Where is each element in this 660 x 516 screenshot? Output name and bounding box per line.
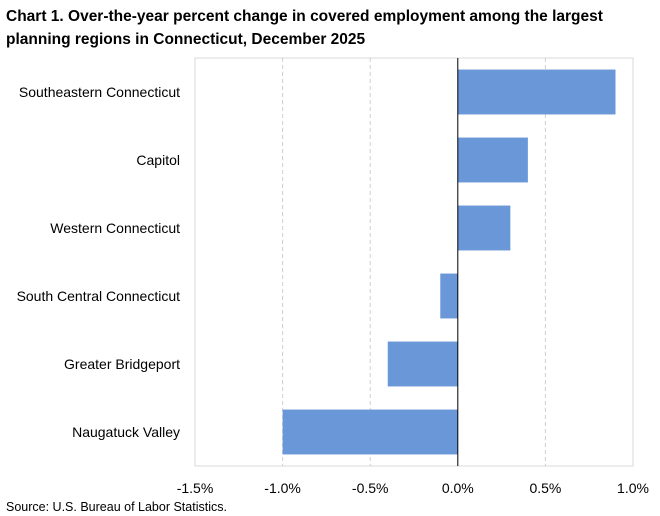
bars — [282, 69, 616, 455]
bar-western-connecticut — [457, 205, 511, 251]
category-label: Southeastern Connecticut — [19, 84, 180, 100]
bar-greater-bridgeport — [387, 341, 458, 387]
source-note: Source: U.S. Bureau of Labor Statistics. — [6, 500, 227, 514]
x-tick-label: 1.0% — [617, 480, 649, 496]
bar-capitol — [457, 137, 528, 183]
bar-south-central-connecticut — [440, 273, 458, 319]
x-tick-label: -1.0% — [264, 480, 301, 496]
category-label: Naugatuck Valley — [72, 424, 180, 440]
x-tick-label: 0.0% — [442, 480, 474, 496]
category-label: Greater Bridgeport — [64, 356, 180, 372]
x-tick-label: -1.5% — [177, 480, 214, 496]
category-label: South Central Connecticut — [17, 288, 181, 304]
plot-area-border — [194, 57, 634, 467]
x-tick-labels: -1.5% -1.0% -0.5% 0.0% 0.5% 1.0% — [177, 480, 649, 496]
x-tick-label: -0.5% — [352, 480, 389, 496]
bar-naugatuck-valley — [282, 409, 458, 455]
chart-title: Chart 1. Over-the-year percent change in… — [6, 8, 603, 48]
category-label: Western Connecticut — [50, 220, 180, 236]
category-labels: Southeastern Connecticut Capitol Western C… — [17, 84, 181, 440]
category-label: Capitol — [136, 152, 180, 168]
gridlines — [282, 58, 546, 466]
x-tick-label: 0.5% — [529, 480, 561, 496]
bar-southeastern-connecticut — [457, 69, 616, 115]
